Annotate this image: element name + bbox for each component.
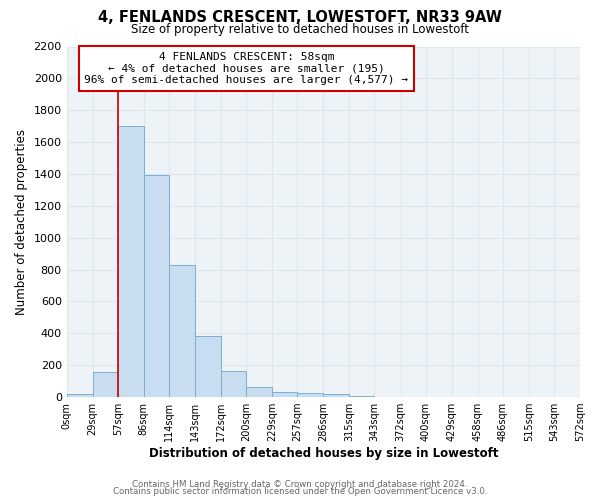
- Bar: [144, 175, 169, 397]
- Text: Contains public sector information licensed under the Open Government Licence v3: Contains public sector information licen…: [113, 487, 487, 496]
- Bar: [323, 394, 349, 397]
- Text: 4, FENLANDS CRESCENT, LOWESTOFT, NR33 9AW: 4, FENLANDS CRESCENT, LOWESTOFT, NR33 9A…: [98, 10, 502, 25]
- Bar: [272, 392, 298, 397]
- Bar: [298, 393, 323, 397]
- Text: Contains HM Land Registry data © Crown copyright and database right 2024.: Contains HM Land Registry data © Crown c…: [132, 480, 468, 489]
- Y-axis label: Number of detached properties: Number of detached properties: [15, 129, 28, 315]
- Bar: [118, 126, 144, 397]
- Bar: [67, 394, 92, 397]
- Text: Size of property relative to detached houses in Lowestoft: Size of property relative to detached ho…: [131, 22, 469, 36]
- Bar: [246, 386, 272, 397]
- Bar: [195, 336, 221, 397]
- Bar: [221, 371, 246, 397]
- Text: 4 FENLANDS CRESCENT: 58sqm
← 4% of detached houses are smaller (195)
96% of semi: 4 FENLANDS CRESCENT: 58sqm ← 4% of detac…: [85, 52, 409, 85]
- X-axis label: Distribution of detached houses by size in Lowestoft: Distribution of detached houses by size …: [149, 447, 498, 460]
- Bar: [92, 372, 118, 397]
- Bar: [169, 265, 195, 397]
- Bar: [349, 396, 374, 397]
